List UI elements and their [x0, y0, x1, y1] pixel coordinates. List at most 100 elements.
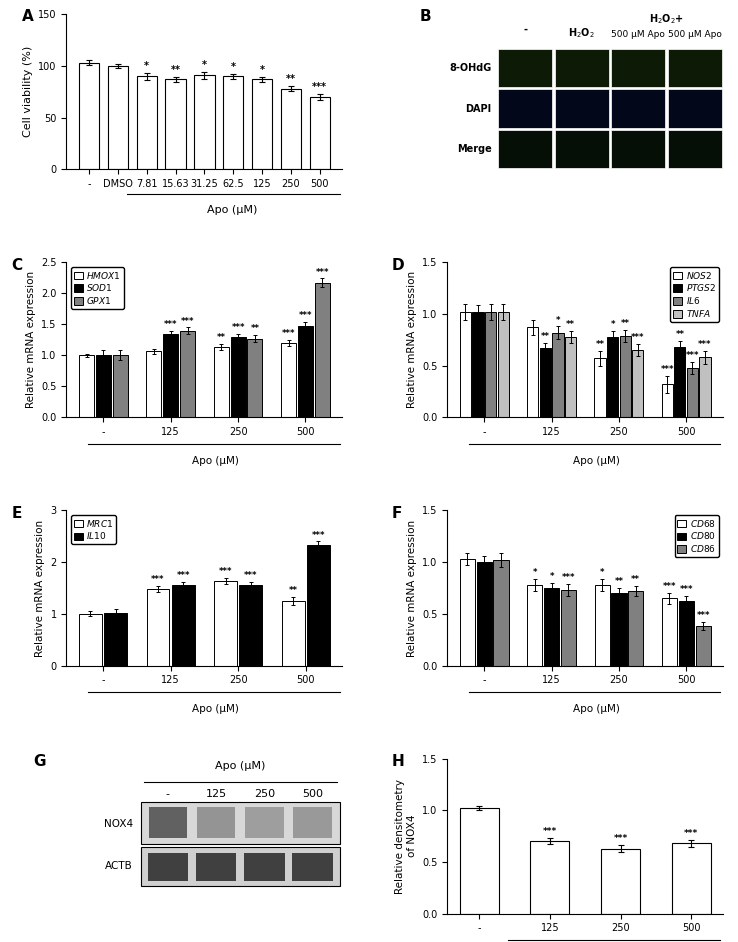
Text: ***: ***: [562, 573, 575, 582]
Bar: [282, 601, 305, 666]
Bar: [79, 355, 94, 417]
Bar: [214, 348, 229, 417]
Text: **: **: [250, 324, 260, 333]
Bar: [632, 350, 644, 417]
Text: ***: ***: [542, 827, 557, 836]
Bar: [601, 849, 640, 914]
Text: 500 μM Apo: 500 μM Apo: [612, 30, 666, 40]
Bar: [619, 335, 631, 417]
Bar: [96, 355, 111, 417]
Bar: [531, 841, 569, 914]
Text: ***: ***: [698, 340, 711, 349]
Text: F: F: [392, 506, 402, 521]
Text: Apo (μM): Apo (μM): [192, 705, 239, 714]
Bar: [247, 338, 263, 417]
Bar: [108, 66, 128, 170]
Bar: [113, 355, 128, 417]
Text: Apo (μM): Apo (μM): [192, 456, 239, 466]
Bar: [104, 613, 127, 666]
Bar: [147, 589, 169, 666]
Bar: [561, 590, 576, 666]
FancyBboxPatch shape: [245, 806, 283, 837]
Text: A: A: [22, 9, 34, 24]
Text: ***: ***: [231, 323, 245, 332]
FancyBboxPatch shape: [668, 130, 722, 168]
Text: 8-OHdG: 8-OHdG: [449, 63, 492, 73]
Text: ***: ***: [663, 582, 676, 592]
Bar: [146, 351, 162, 417]
Bar: [223, 76, 244, 170]
Text: **: **: [217, 333, 226, 342]
Bar: [460, 808, 499, 914]
Text: ***: ***: [181, 317, 194, 326]
Bar: [165, 79, 186, 170]
Bar: [595, 585, 610, 666]
Bar: [281, 343, 296, 417]
Legend: $\it{CD68}$, $\it{CD80}$, $\it{CD86}$: $\it{CD68}$, $\it{CD80}$, $\it{CD86}$: [675, 515, 719, 557]
FancyBboxPatch shape: [498, 89, 552, 128]
Bar: [252, 79, 272, 170]
Text: ***: ***: [218, 567, 232, 577]
Bar: [700, 357, 711, 417]
Bar: [544, 588, 559, 666]
Text: G: G: [33, 754, 46, 769]
Text: ***: ***: [311, 530, 325, 540]
Text: NOX4: NOX4: [103, 819, 133, 829]
Legend: $\it{NOS2}$, $\it{PTGS2}$, $\it{IL6}$, $\it{TNFA}$: $\it{NOS2}$, $\it{PTGS2}$, $\it{IL6}$, $…: [670, 267, 719, 321]
Bar: [527, 328, 539, 417]
Bar: [137, 76, 157, 170]
Text: **: **: [286, 74, 296, 85]
Text: 125: 125: [206, 789, 227, 800]
Text: **: **: [615, 577, 624, 586]
Y-axis label: Relative mRNA expression: Relative mRNA expression: [407, 271, 417, 409]
Text: *: *: [144, 61, 149, 71]
FancyBboxPatch shape: [612, 49, 665, 88]
Text: **: **: [596, 340, 604, 349]
Bar: [674, 347, 686, 417]
Text: Apo (μM): Apo (μM): [215, 761, 266, 771]
Bar: [230, 336, 246, 417]
Text: ***: ***: [282, 329, 295, 338]
Bar: [565, 336, 576, 417]
FancyBboxPatch shape: [244, 853, 285, 881]
Y-axis label: Relative mRNA expression: Relative mRNA expression: [26, 271, 35, 409]
Text: H: H: [392, 754, 405, 769]
Text: DAPI: DAPI: [465, 104, 492, 114]
Text: D: D: [392, 258, 404, 272]
Bar: [594, 359, 606, 417]
FancyBboxPatch shape: [498, 49, 552, 88]
Bar: [539, 349, 551, 417]
Legend: $\it{MRC1}$, $\it{IL10}$: $\it{MRC1}$, $\it{IL10}$: [71, 515, 116, 544]
FancyBboxPatch shape: [197, 806, 235, 837]
FancyBboxPatch shape: [148, 853, 188, 881]
Bar: [661, 384, 673, 417]
Bar: [180, 331, 195, 417]
Text: ***: ***: [164, 319, 177, 329]
Bar: [679, 601, 694, 666]
Text: ***: ***: [316, 268, 329, 277]
Text: *: *: [556, 316, 560, 325]
Text: ***: ***: [686, 350, 699, 360]
Text: ***: ***: [661, 365, 674, 374]
Text: ***: ***: [631, 333, 644, 342]
Text: ***: ***: [697, 611, 710, 620]
Bar: [485, 312, 497, 417]
FancyBboxPatch shape: [141, 802, 339, 844]
Bar: [687, 367, 698, 417]
Text: ***: ***: [244, 572, 258, 580]
Text: **: **: [170, 65, 181, 75]
Bar: [307, 545, 330, 666]
Bar: [552, 333, 564, 417]
Y-axis label: Relative mRNA expression: Relative mRNA expression: [407, 519, 417, 657]
Text: ***: ***: [176, 572, 190, 580]
Bar: [214, 581, 237, 666]
FancyBboxPatch shape: [668, 89, 722, 128]
Bar: [239, 585, 262, 666]
Text: ***: ***: [684, 829, 698, 838]
Text: Apo (μM): Apo (μM): [573, 705, 620, 714]
Legend: $\it{HMOX1}$, $\it{SOD1}$, $\it{GPX1}$: $\it{HMOX1}$, $\it{SOD1}$, $\it{GPX1}$: [71, 267, 124, 309]
Bar: [298, 326, 313, 417]
Text: ***: ***: [299, 311, 312, 320]
Bar: [472, 312, 484, 417]
FancyBboxPatch shape: [196, 853, 236, 881]
